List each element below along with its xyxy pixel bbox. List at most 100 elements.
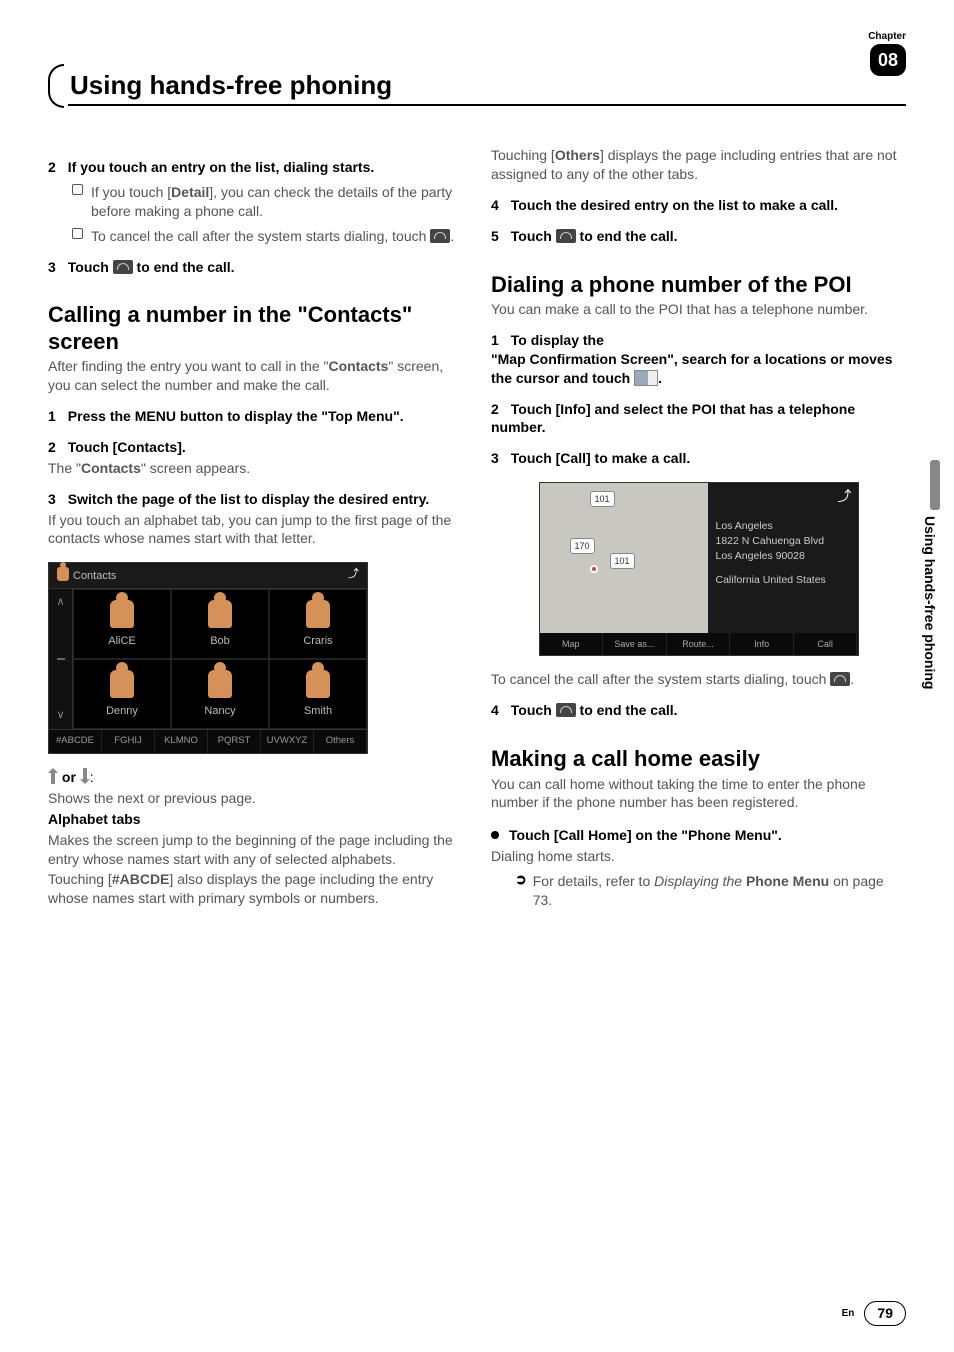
- abcde-desc: Touching [#ABCDE] also displays the page…: [48, 870, 463, 908]
- avatar-icon: [110, 670, 134, 698]
- contact-name: Smith: [304, 704, 332, 719]
- ss-scrollbar: ∧∨: [49, 589, 73, 729]
- bullet-dot-icon: [491, 831, 499, 839]
- step-2-text: If you touch an entry on the list, diali…: [68, 159, 374, 175]
- reference-arrow-icon: ➲: [515, 870, 527, 910]
- contacts-step-3: 3Switch the page of the list to display …: [48, 490, 463, 509]
- bullet-icon: [72, 184, 83, 195]
- poi-step-2: 2Touch [Info] and select the POI that ha…: [491, 400, 906, 438]
- step-3: 3Touch to end the call.: [48, 258, 463, 277]
- home-step: Touch [Call Home] on the "Phone Menu".: [491, 826, 906, 845]
- map-tab: Info: [730, 633, 794, 655]
- contacts-intro: After finding the entry you want to call…: [48, 357, 463, 395]
- alpha-tab: KLMNO: [155, 730, 208, 753]
- right-column: Touching [Others] displays the page incl…: [491, 146, 906, 910]
- map-tab: Map: [540, 633, 604, 655]
- heading-poi: Dialing a phone number of the POI: [491, 272, 906, 298]
- heading-calling-contacts: Calling a number in the "Contacts" scree…: [48, 302, 463, 355]
- avatar-icon: [306, 600, 330, 628]
- alpha-tab: UVWXYZ: [261, 730, 314, 753]
- title-bar: Using hands-free phoning: [48, 64, 906, 108]
- down-arrow-icon: [80, 768, 90, 784]
- ss-header: Contacts ⤴: [49, 563, 367, 589]
- map-tabs: Map Save as... Route... Info Call: [540, 633, 858, 655]
- map-area: 101 170 101: [540, 483, 708, 633]
- back-icon: ⤴: [838, 487, 852, 506]
- up-arrow-icon: [48, 768, 58, 784]
- avatar-icon: [306, 670, 330, 698]
- phone-icon: [830, 672, 850, 686]
- home-dial: Dialing home starts.: [491, 847, 906, 866]
- alpha-tab: PQRST: [208, 730, 261, 753]
- contact-cell: Smith: [269, 659, 367, 729]
- ref-text: For details, refer to Displaying the Pho…: [533, 872, 906, 910]
- contact-name: Craris: [303, 634, 332, 649]
- contacts-step-2-body: The "Contacts" screen appears.: [48, 459, 463, 478]
- alpha-tab: FGHIJ: [102, 730, 155, 753]
- step-4b: 4Touch to end the call.: [491, 701, 906, 720]
- contact-cell: Bob: [171, 589, 269, 659]
- map-screenshot: 101 170 101 ⤴ Los Angeles 1822 N Cahueng…: [539, 482, 859, 656]
- bullet-detail: If you touch [Detail], you can check the…: [48, 181, 463, 221]
- back-icon: ⤴: [348, 567, 359, 584]
- bullet-cancel: To cancel the call after the system star…: [48, 225, 463, 246]
- avatar-icon: [208, 670, 232, 698]
- map-pin-icon: [590, 565, 598, 573]
- page-number: 79: [864, 1301, 906, 1326]
- map-list-icon: [634, 370, 658, 386]
- alpha-tabs-desc: Makes the screen jump to the beginning o…: [48, 831, 463, 869]
- side-tab-text: Using hands-free phoning: [920, 512, 939, 689]
- addr-line: Los Angeles: [716, 519, 850, 534]
- left-column: 2If you touch an entry on the list, dial…: [48, 146, 463, 910]
- side-tab-marker: [930, 460, 940, 510]
- page-title: Using hands-free phoning: [70, 68, 906, 103]
- contacts-step-2: 2Touch [Contacts].: [48, 438, 463, 457]
- contact-name: AliCE: [108, 634, 136, 649]
- map-tab: Route...: [667, 633, 731, 655]
- poi-intro: You can make a call to the POI that has …: [491, 300, 906, 319]
- alpha-tab: Others: [314, 730, 367, 753]
- bullet-detail-text: If you touch [Detail], you can check the…: [91, 183, 463, 221]
- contact-cell: Nancy: [171, 659, 269, 729]
- home-intro: You can call home without taking the tim…: [491, 775, 906, 813]
- route-badge: 101: [610, 553, 635, 569]
- contact-cell: AliCE: [73, 589, 171, 659]
- footer: En 79: [842, 1301, 906, 1326]
- bullet-icon: [72, 228, 83, 239]
- poi-step-1: 1To display the: [491, 331, 906, 350]
- arrow-legend: or :: [48, 768, 463, 787]
- step-5: 5Touch to end the call.: [491, 227, 906, 246]
- chapter-number: 08: [870, 44, 906, 76]
- contact-name: Bob: [210, 634, 230, 649]
- contacts-header-icon: [57, 567, 69, 581]
- heading-call-home: Making a call home easily: [491, 746, 906, 772]
- route-badge: 101: [590, 491, 615, 507]
- addr-line: California United States: [716, 573, 850, 588]
- phone-icon: [430, 229, 450, 243]
- ss-title: Contacts: [73, 570, 116, 582]
- arrow-desc: Shows the next or previous page.: [48, 789, 463, 808]
- alpha-tabs-label: Alphabet tabs: [48, 810, 463, 829]
- cancel-desc: To cancel the call after the system star…: [491, 670, 906, 689]
- poi-step-1b: "Map Confirmation Screen", search for a …: [491, 350, 906, 388]
- contact-cell: Craris: [269, 589, 367, 659]
- poi-step-3: 3Touch [Call] to make a call.: [491, 449, 906, 468]
- addr-line: Los Angeles 90028: [716, 549, 850, 564]
- contact-name: Denny: [106, 704, 138, 719]
- map-tab: Save as...: [603, 633, 667, 655]
- step-4: 4Touch the desired entry on the list to …: [491, 196, 906, 215]
- chapter-label: Chapter: [868, 30, 906, 44]
- phone-icon: [113, 260, 133, 274]
- step-2: 2If you touch an entry on the list, dial…: [48, 158, 463, 177]
- phone-icon: [556, 229, 576, 243]
- map-info-panel: ⤴ Los Angeles 1822 N Cahuenga Blvd Los A…: [708, 483, 858, 633]
- ref-row: ➲ For details, refer to Displaying the P…: [491, 870, 906, 910]
- addr-line: 1822 N Cahuenga Blvd: [716, 534, 850, 549]
- phone-icon: [556, 703, 576, 717]
- avatar-icon: [208, 600, 232, 628]
- contacts-screenshot: Contacts ⤴ ∧∨ AliCE Bob Craris Denny Nan…: [48, 562, 368, 754]
- ss-tabs: #ABCDE FGHIJ KLMNO PQRST UVWXYZ Others: [49, 729, 367, 753]
- contact-name: Nancy: [204, 704, 235, 719]
- route-badge: 170: [570, 538, 595, 554]
- others-desc: Touching [Others] displays the page incl…: [491, 146, 906, 184]
